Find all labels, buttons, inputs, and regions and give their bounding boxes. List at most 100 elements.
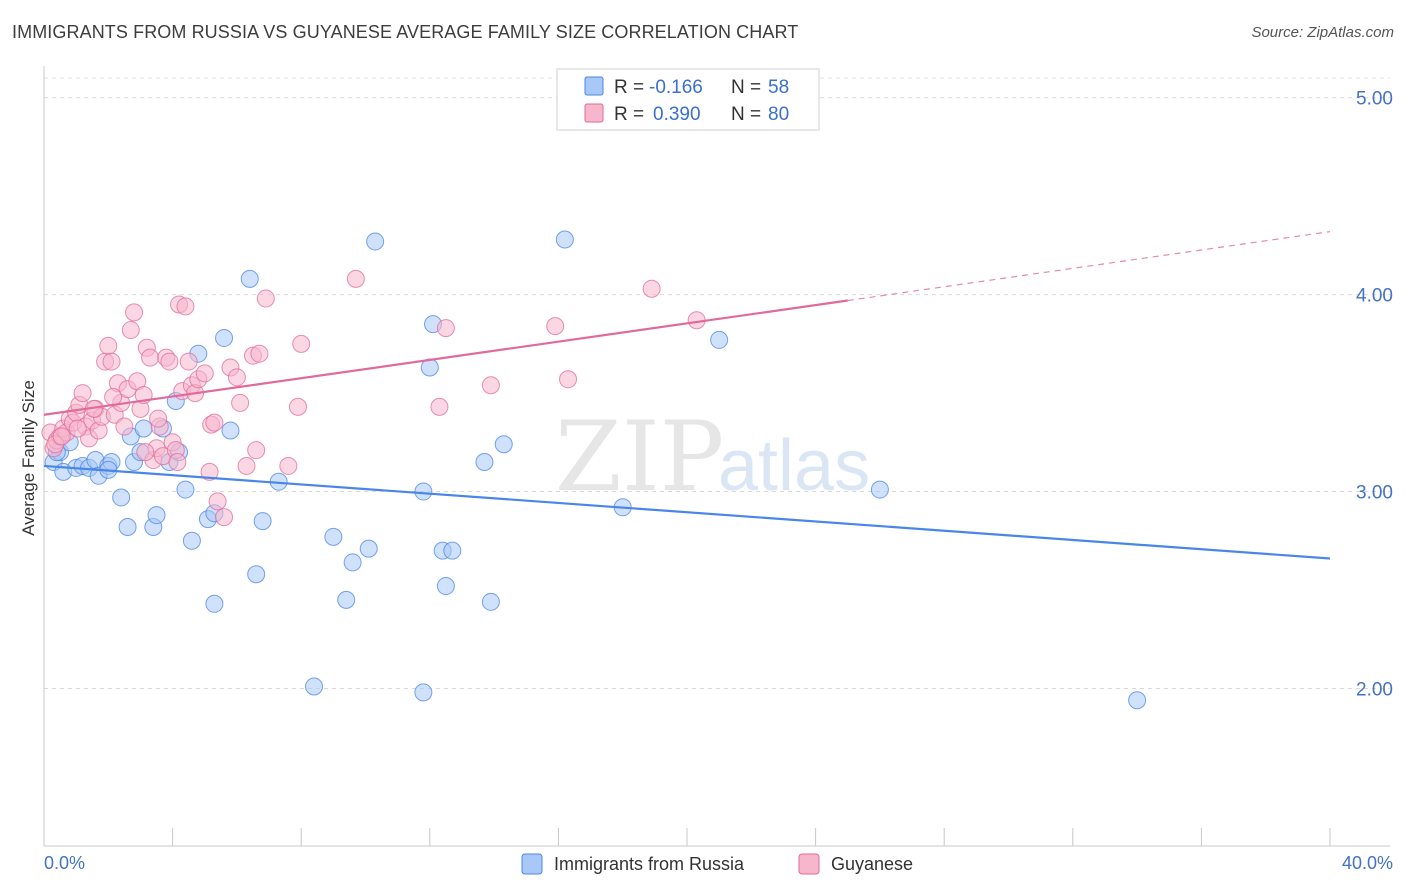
point-0-34 xyxy=(253,512,272,531)
point-0-50 xyxy=(481,592,500,611)
y-tick-label-1: 3.00 xyxy=(1356,483,1393,504)
point-1-60 xyxy=(279,456,298,475)
point-1-68 xyxy=(559,370,578,389)
point-0-36 xyxy=(305,677,324,696)
point-1-54 xyxy=(231,393,250,412)
point-0-52 xyxy=(555,230,574,249)
point-1-66 xyxy=(481,376,500,395)
series-guyanese-points xyxy=(41,269,706,527)
y-tick-label-3: 5.00 xyxy=(1356,89,1393,110)
point-1-65 xyxy=(436,319,455,338)
point-1-78 xyxy=(200,462,219,481)
x-tick-label-max: 40.0% xyxy=(1342,853,1393,873)
y-tick-label-2: 4.00 xyxy=(1356,286,1393,307)
point-1-26 xyxy=(125,303,144,322)
point-1-63 xyxy=(346,269,365,288)
point-1-31 xyxy=(141,348,160,367)
point-1-53 xyxy=(227,368,246,387)
point-0-13 xyxy=(118,517,137,536)
trend-line-0 xyxy=(43,464,1331,560)
point-0-41 xyxy=(366,232,385,251)
legend-bottom: Immigrants from Russia Guyanese xyxy=(521,853,913,875)
point-1-57 xyxy=(250,344,269,363)
legend-n-label-guyanese: N = xyxy=(731,104,761,125)
point-0-38 xyxy=(337,590,356,609)
x-tick-label-min: 0.0% xyxy=(44,853,85,873)
legend-swatch-russia xyxy=(584,76,604,96)
point-0-42 xyxy=(414,683,433,702)
gridlines xyxy=(44,77,1390,689)
legend-r-label-guyanese: R = xyxy=(614,104,644,125)
point-1-43 xyxy=(179,352,198,371)
point-1-19 xyxy=(102,352,121,371)
legend-r-value-russia: -0.166 xyxy=(649,77,703,98)
point-1-47 xyxy=(195,364,214,383)
legend-n-value-guyanese: 80 xyxy=(768,104,789,125)
point-0-30 xyxy=(215,328,234,347)
point-1-69 xyxy=(642,279,661,298)
point-0-17 xyxy=(134,419,153,438)
bottom-legend-swatch-russia xyxy=(521,853,543,875)
point-1-58 xyxy=(247,441,266,460)
point-1-23 xyxy=(115,417,134,436)
point-0-48 xyxy=(443,541,462,560)
point-0-19 xyxy=(147,506,166,525)
point-1-67 xyxy=(546,317,565,336)
watermark-zip: ZIP xyxy=(555,401,724,513)
point-0-51 xyxy=(494,435,513,454)
legend-n-label-russia: N = xyxy=(731,77,761,98)
point-1-51 xyxy=(215,508,234,527)
point-0-25 xyxy=(182,531,201,550)
point-1-61 xyxy=(288,397,307,416)
point-1-18 xyxy=(99,336,118,355)
point-1-79 xyxy=(149,409,168,428)
point-0-29 xyxy=(205,594,224,613)
legend-n-value-russia: 58 xyxy=(768,77,789,98)
legend-swatch-guyanese xyxy=(584,103,604,123)
point-0-37 xyxy=(324,527,343,546)
point-1-50 xyxy=(208,492,227,511)
point-0-33 xyxy=(247,565,266,584)
point-1-49 xyxy=(205,413,224,432)
legend-r-value-guyanese: 0.390 xyxy=(653,104,701,125)
point-0-56 xyxy=(1128,691,1147,710)
point-0-43 xyxy=(414,482,433,501)
point-0-40 xyxy=(359,539,378,558)
point-1-72 xyxy=(52,427,71,446)
point-1-59 xyxy=(256,289,275,308)
point-1-76 xyxy=(136,443,155,462)
y-axis-title: Average Family Size xyxy=(19,380,38,536)
y-tick-label-0: 2.00 xyxy=(1356,679,1393,700)
point-1-25 xyxy=(121,321,140,340)
trend-line-dashed-1 xyxy=(847,231,1331,302)
watermark-atlas: atlas xyxy=(718,426,870,506)
point-0-47 xyxy=(436,577,455,596)
bottom-legend-label-guyanese: Guyanese xyxy=(831,854,913,874)
point-1-62 xyxy=(292,334,311,353)
point-0-12 xyxy=(112,488,131,507)
point-0-49 xyxy=(475,453,494,471)
point-1-73 xyxy=(68,419,87,438)
point-0-54 xyxy=(710,330,729,349)
legend-r-label-russia: R = xyxy=(614,77,644,98)
point-1-10 xyxy=(73,384,92,403)
point-1-55 xyxy=(237,456,256,475)
chart-title: IMMIGRANTS FROM RUSSIA VS GUYANESE AVERA… xyxy=(12,22,799,42)
trend-line-1 xyxy=(43,299,848,416)
chart-source: Source: ZipAtlas.com xyxy=(1251,24,1394,41)
watermark: ZIP atlas xyxy=(555,401,870,513)
axes xyxy=(43,66,1390,847)
point-1-77 xyxy=(168,453,187,471)
point-0-24 xyxy=(176,480,195,499)
x-tick-labels: 0.0% 40.0% xyxy=(44,853,1393,873)
trend-lines xyxy=(43,231,1331,560)
point-0-31 xyxy=(221,421,240,440)
point-1-64 xyxy=(430,397,449,416)
point-1-37 xyxy=(160,352,179,371)
bottom-legend-label-russia: Immigrants from Russia xyxy=(554,854,745,874)
bottom-legend-swatch-guyanese xyxy=(798,853,820,875)
legend-top: R = -0.166 N = 58 R = 0.390 N = 80 xyxy=(556,68,820,131)
y-tick-labels: 2.00 3.00 4.00 5.00 xyxy=(1356,89,1393,701)
point-0-32 xyxy=(240,269,259,288)
